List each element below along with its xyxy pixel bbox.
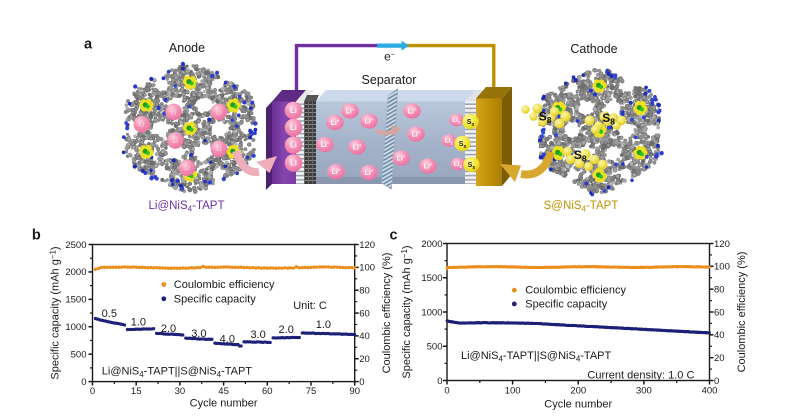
svg-text:Li: Li	[290, 159, 297, 168]
svg-text:1500: 1500	[421, 273, 442, 284]
svg-text:20: 20	[714, 353, 725, 364]
svg-text:Coulombic efficiency (%): Coulombic efficiency (%)	[381, 253, 393, 374]
svg-text:Li: Li	[184, 165, 189, 172]
svg-text:1000: 1000	[421, 307, 442, 318]
svg-text:Cycle number: Cycle number	[190, 397, 258, 409]
svg-text:200: 200	[570, 386, 586, 397]
svg-text:0.5: 0.5	[102, 308, 117, 320]
svg-text:2.0: 2.0	[279, 324, 294, 336]
svg-text:300: 300	[636, 386, 652, 397]
svg-text:40: 40	[714, 330, 725, 341]
svg-text:Li@NiS4-TAPT: Li@NiS4-TAPT	[149, 200, 225, 214]
svg-text:120: 120	[359, 240, 375, 251]
svg-text:Anode: Anode	[169, 41, 205, 55]
svg-text:Li+: Li+	[331, 118, 340, 127]
svg-text:0: 0	[444, 386, 449, 397]
svg-text:120: 120	[714, 239, 730, 250]
svg-text:Cathode: Cathode	[570, 42, 617, 56]
svg-text:Unit: C: Unit: C	[293, 300, 327, 312]
svg-text:Specific capacity (mAh g−1): Specific capacity (mAh g−1)	[49, 246, 62, 379]
svg-text:Li+: Li+	[365, 168, 374, 177]
svg-text:Li+: Li+	[424, 162, 433, 171]
svg-text:e−: e−	[384, 50, 395, 64]
svg-text:500: 500	[427, 342, 443, 353]
svg-text:15: 15	[131, 386, 142, 397]
svg-text:1000: 1000	[65, 322, 86, 333]
svg-text:Li: Li	[171, 109, 176, 116]
svg-text:0: 0	[714, 376, 719, 387]
svg-text:Li: Li	[139, 122, 144, 129]
svg-text:0: 0	[437, 376, 442, 387]
svg-text:Li+: Li+	[412, 130, 421, 139]
svg-text:Cycle number: Cycle number	[544, 398, 612, 410]
svg-text:Li+: Li+	[321, 140, 330, 149]
svg-text:2500: 2500	[65, 240, 86, 251]
svg-text:45: 45	[218, 386, 229, 397]
svg-text:Li: Li	[290, 123, 297, 132]
svg-text:400: 400	[702, 386, 718, 397]
svg-text:Coulombic efficiency: Coulombic efficiency	[174, 279, 275, 291]
svg-text:Li: Li	[173, 138, 178, 145]
svg-text:100: 100	[714, 262, 730, 273]
svg-text:Li+: Li+	[346, 107, 355, 116]
svg-text:Li+: Li+	[408, 107, 417, 116]
svg-text:2000: 2000	[65, 267, 86, 278]
svg-text:60: 60	[714, 307, 725, 318]
svg-text:Li+: Li+	[332, 167, 341, 176]
svg-text:40: 40	[359, 331, 370, 342]
svg-text:30: 30	[175, 386, 186, 397]
svg-text:60: 60	[359, 308, 370, 319]
svg-text:Li+: Li+	[397, 154, 406, 163]
svg-text:Sx: Sx	[468, 162, 476, 171]
svg-text:Li: Li	[290, 106, 297, 115]
svg-text:500: 500	[71, 349, 87, 360]
svg-text:75: 75	[306, 386, 317, 397]
svg-text:Li+: Li+	[353, 143, 362, 152]
svg-text:0: 0	[359, 377, 364, 388]
svg-text:Specific capacity: Specific capacity	[174, 293, 256, 305]
svg-text:100: 100	[505, 386, 521, 397]
svg-text:2.0: 2.0	[161, 323, 176, 335]
svg-text:3.0: 3.0	[250, 329, 265, 341]
svg-text:Coulombic efficiency (%): Coulombic efficiency (%)	[736, 252, 748, 373]
svg-text:80: 80	[714, 284, 725, 295]
svg-text:1.0: 1.0	[131, 317, 146, 329]
svg-text:S@NiS4-TAPT: S@NiS4-TAPT	[544, 200, 619, 214]
svg-text:80: 80	[359, 286, 370, 297]
svg-text:b: b	[32, 228, 41, 244]
svg-text:Li2: Li2	[445, 138, 454, 146]
svg-text:0: 0	[81, 377, 86, 388]
svg-text:4.0: 4.0	[220, 334, 235, 346]
svg-text:Sx: Sx	[459, 141, 467, 150]
svg-text:a: a	[84, 37, 93, 53]
svg-text:Li: Li	[290, 141, 297, 150]
svg-text:60: 60	[262, 386, 273, 397]
svg-text:2000: 2000	[421, 239, 442, 250]
svg-text:Sx: Sx	[467, 119, 475, 128]
svg-text:Li2: Li2	[452, 117, 461, 125]
svg-text:Specific capacity (mAh g−1): Specific capacity (mAh g−1)	[400, 245, 413, 378]
svg-text:Li2: Li2	[454, 161, 463, 169]
svg-text:0: 0	[90, 386, 95, 397]
svg-text:Separator: Separator	[362, 73, 417, 87]
svg-text:20: 20	[359, 354, 370, 365]
svg-text:100: 100	[359, 263, 375, 274]
svg-text:Li+: Li+	[365, 117, 374, 126]
svg-text:3.0: 3.0	[191, 328, 206, 340]
svg-text:Li@NiS4-TAPT||S@NiS4-TAPT: Li@NiS4-TAPT||S@NiS4-TAPT	[102, 366, 253, 380]
svg-text:1.0: 1.0	[316, 319, 331, 331]
svg-text:1500: 1500	[65, 295, 86, 306]
svg-text:Li: Li	[216, 146, 221, 153]
svg-text:Li: Li	[216, 109, 221, 116]
